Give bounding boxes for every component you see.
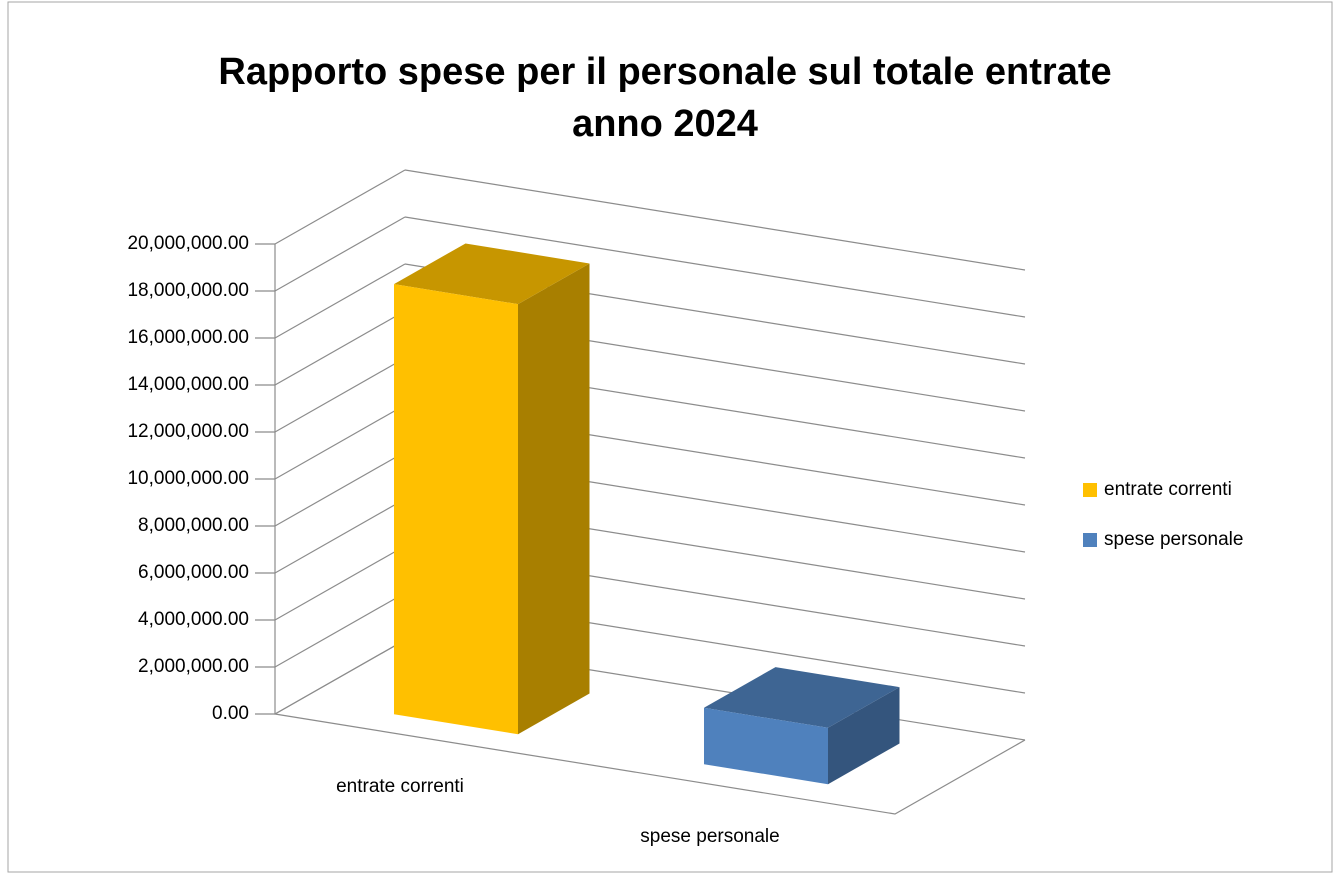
grid-line <box>274 263 406 339</box>
grid-line <box>274 592 406 668</box>
grid-line <box>404 169 1026 271</box>
y-tick-label: 20,000,000.00 <box>127 233 249 254</box>
y-tick-label: 14,000,000.00 <box>127 374 249 395</box>
grid-line <box>274 310 406 386</box>
grid-line <box>274 545 406 621</box>
y-tick-label: 10,000,000.00 <box>127 468 249 489</box>
bar-side <box>518 263 590 735</box>
y-tick-label: 18,000,000.00 <box>127 280 249 301</box>
chart-title: anno 2024 <box>572 103 758 145</box>
y-tick-label: 12,000,000.00 <box>127 421 249 442</box>
y-tick-label: 4,000,000.00 <box>138 609 249 630</box>
grid-line <box>404 216 1026 318</box>
legend-label: spese personale <box>1104 529 1243 550</box>
bar <box>704 707 828 785</box>
x-tick-label: spese personale <box>640 826 779 847</box>
y-tick-label: 8,000,000.00 <box>138 515 249 536</box>
grid-line <box>274 498 406 574</box>
grid-line <box>274 451 406 527</box>
grid-line <box>274 169 406 245</box>
bar-top <box>394 243 590 305</box>
chart-title: Rapporto spese per il personale sul tota… <box>218 51 1111 93</box>
legend-swatch <box>1083 533 1097 547</box>
grid-line <box>274 357 406 433</box>
grid-line <box>274 639 406 715</box>
bar-top <box>704 667 900 728</box>
y-tick-label: 6,000,000.00 <box>138 562 249 583</box>
x-tick-label: entrate correnti <box>336 776 464 797</box>
legend-label: entrate correnti <box>1104 479 1232 500</box>
chart-border <box>7 1 1333 873</box>
grid-line <box>274 404 406 480</box>
y-tick-label: 2,000,000.00 <box>138 656 249 677</box>
grid-line <box>274 216 406 292</box>
legend-swatch <box>1083 483 1097 497</box>
y-tick-label: 16,000,000.00 <box>127 327 249 348</box>
bar-side <box>828 687 900 785</box>
bar <box>394 284 518 735</box>
y-tick-label: 0.00 <box>212 703 249 724</box>
